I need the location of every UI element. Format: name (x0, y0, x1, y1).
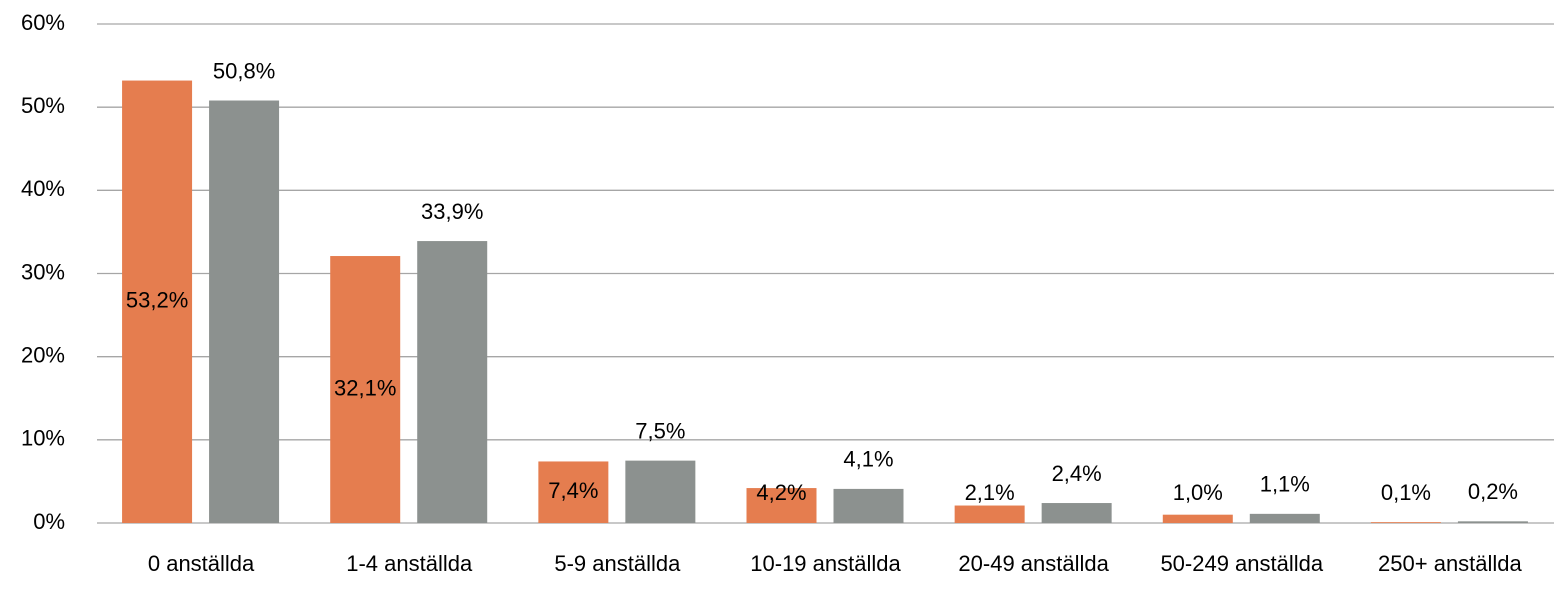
data-label: 7,5% (635, 418, 685, 443)
data-label: 32,1% (334, 375, 396, 400)
data-label: 1,0% (1173, 480, 1223, 505)
bar (417, 241, 488, 523)
data-label: 53,2% (126, 288, 188, 313)
y-tick-label: 40% (21, 176, 65, 201)
data-label: 33,9% (421, 199, 483, 224)
data-label: 4,1% (843, 447, 893, 472)
x-tick-label: 20-49 anställda (958, 551, 1109, 576)
x-tick-label: 5-9 anställda (554, 551, 681, 576)
bar (1370, 522, 1441, 523)
y-tick-label: 30% (21, 259, 65, 284)
bar (538, 461, 609, 523)
bar (625, 460, 696, 523)
y-tick-label: 10% (21, 426, 65, 451)
data-label: 4,2% (756, 480, 806, 505)
bar (1041, 503, 1112, 523)
data-label: 0,2% (1468, 479, 1518, 504)
bar (122, 80, 193, 523)
y-tick-label: 0% (33, 509, 65, 534)
y-tick-label: 60% (21, 10, 65, 35)
data-label: 7,4% (548, 478, 598, 503)
bar (833, 488, 904, 523)
data-label: 50,8% (213, 58, 275, 83)
bar (746, 488, 817, 523)
bar (330, 256, 401, 523)
bar (1162, 514, 1233, 523)
x-tick-label: 1-4 anställda (346, 551, 473, 576)
x-tick-label: 50-249 anställda (1160, 551, 1323, 576)
bar (1249, 513, 1320, 523)
data-label: 0,1% (1381, 480, 1431, 505)
bar (954, 505, 1025, 523)
x-tick-label: 10-19 anställda (750, 551, 901, 576)
y-tick-label: 20% (21, 342, 65, 367)
y-tick-label: 50% (21, 93, 65, 118)
data-label: 2,1% (965, 480, 1015, 505)
data-label: 2,4% (1052, 461, 1102, 486)
x-tick-label: 0 anställda (148, 551, 255, 576)
bar (209, 100, 280, 523)
x-tick-label: 250+ anställda (1378, 551, 1522, 576)
data-label: 1,1% (1260, 472, 1310, 497)
bar (1457, 521, 1528, 523)
